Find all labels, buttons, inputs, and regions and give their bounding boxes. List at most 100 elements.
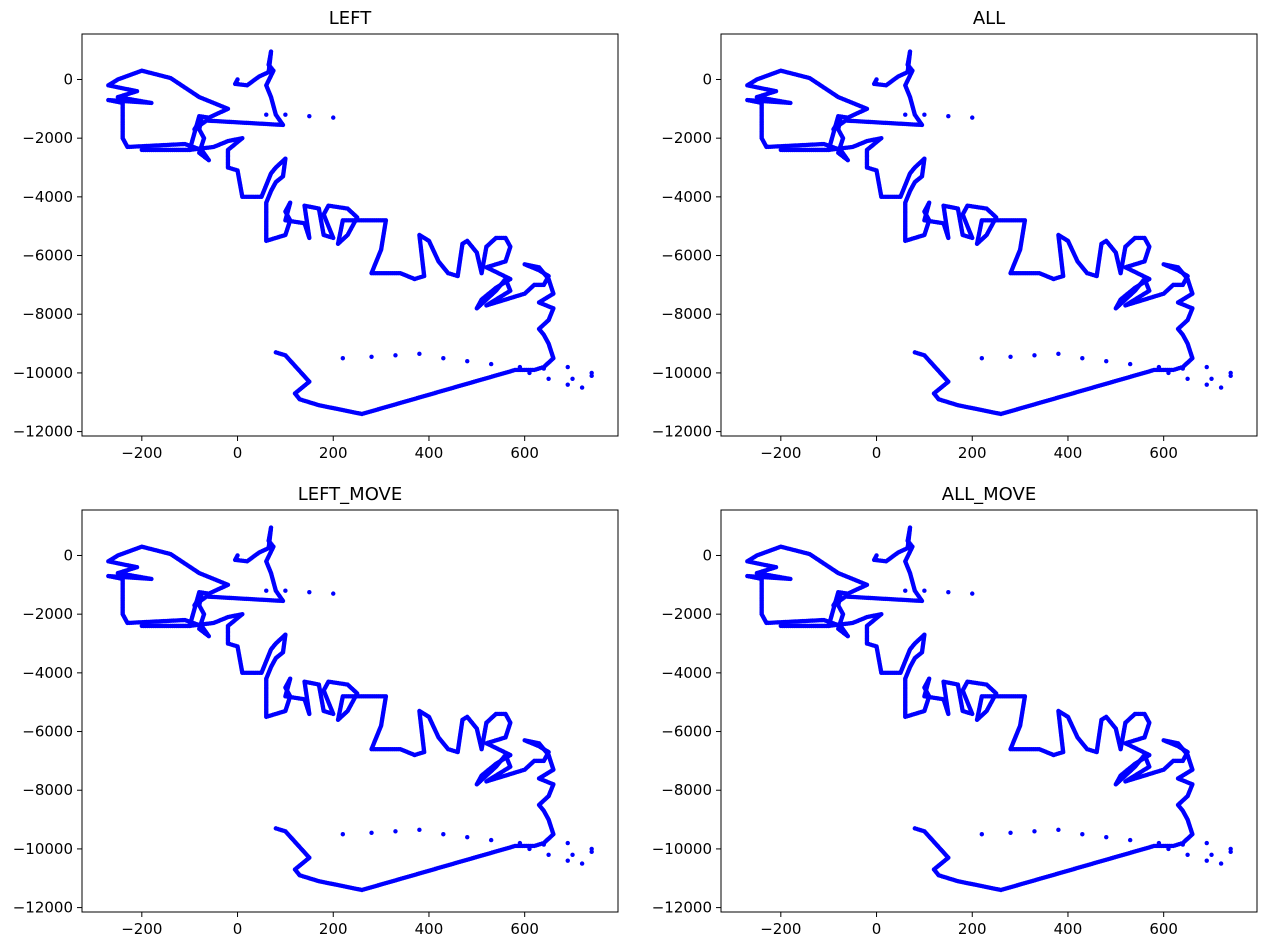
data-point — [546, 376, 551, 381]
y-tick-label: −8000 — [22, 305, 73, 323]
x-tick-label: 400 — [1054, 444, 1083, 462]
trace-points — [106, 49, 594, 417]
data-point — [565, 364, 570, 370]
data-point — [465, 834, 470, 840]
data-point — [565, 840, 570, 846]
axes-frame — [81, 509, 619, 913]
x-tick-label: −200 — [760, 444, 801, 462]
data-point — [570, 852, 575, 857]
y-tick-label: −2000 — [22, 129, 73, 147]
subplot-left-move: LEFT_MOVE −200 0 200 400 6000−2000−4000−6000… — [13, 484, 619, 938]
x-tick-label: 200 — [319, 444, 348, 462]
data-point — [1228, 373, 1233, 379]
data-point — [307, 113, 312, 119]
x-tick-label: 400 — [415, 444, 444, 462]
data-point — [546, 852, 551, 857]
data-point — [369, 354, 374, 359]
y-tick-label: −4000 — [22, 188, 73, 206]
y-tick-label: 0 — [702, 70, 712, 88]
subplot-title: ALL — [973, 8, 1005, 29]
x-tick-label: 0 — [233, 444, 243, 462]
data-point — [1032, 353, 1037, 358]
x-tick-label: 0 — [233, 920, 243, 938]
data-point — [1204, 382, 1209, 387]
axes-frame — [720, 33, 1258, 437]
subplot-all-move: ALL_MOVE −200 0 200 400 6000−2000−4000−6000−… — [652, 484, 1258, 938]
subplot-left: LEFT −200 0 200 400 6000−2000−4000−6000−8000… — [13, 8, 619, 462]
y-tick-label: −12000 — [13, 423, 73, 441]
data-point — [393, 353, 398, 358]
y-tick-label: −12000 — [652, 423, 712, 441]
data-point — [1166, 370, 1171, 376]
data-point — [340, 832, 346, 837]
data-point — [264, 588, 269, 593]
data-point — [273, 826, 279, 831]
data-point — [517, 364, 523, 370]
data-point — [283, 588, 288, 593]
data-point — [579, 385, 585, 390]
y-tick-label: −6000 — [22, 723, 73, 741]
y-tick-label: −6000 — [22, 247, 73, 265]
x-tick-label: 200 — [319, 920, 348, 938]
data-point — [979, 356, 985, 361]
data-point — [1204, 364, 1209, 370]
data-point — [393, 829, 398, 834]
x-tick-label: 200 — [958, 444, 987, 462]
data-point — [517, 840, 523, 846]
data-point — [565, 858, 570, 863]
data-point — [970, 115, 975, 120]
data-point — [1185, 376, 1190, 381]
y-tick-label: 0 — [63, 546, 73, 564]
data-point — [331, 591, 336, 596]
data-point — [264, 112, 269, 117]
data-point — [1008, 354, 1013, 359]
y-tick-label: −4000 — [22, 664, 73, 682]
data-point — [417, 351, 422, 357]
data-point — [1180, 366, 1186, 371]
data-point — [579, 861, 585, 866]
y-tick-label: −4000 — [661, 188, 712, 206]
x-tick-label: 400 — [415, 920, 444, 938]
x-tick-label: 600 — [510, 920, 539, 938]
data-point — [527, 846, 532, 852]
x-tick-label: 600 — [510, 444, 539, 462]
trace-points — [106, 525, 594, 893]
y-tick-label: −6000 — [661, 247, 712, 265]
data-point — [331, 115, 336, 120]
y-tick-label: −2000 — [661, 129, 712, 147]
y-tick-label: −8000 — [661, 305, 712, 323]
data-point — [465, 358, 470, 364]
data-point — [235, 81, 240, 87]
data-point — [903, 112, 908, 117]
data-point — [589, 849, 594, 855]
data-point — [369, 830, 374, 835]
x-tick-label: −200 — [121, 444, 162, 462]
data-point — [1104, 358, 1109, 364]
data-point — [1127, 361, 1133, 367]
data-point — [1156, 364, 1162, 370]
data-point — [283, 112, 288, 117]
data-point — [340, 356, 346, 361]
data-point — [527, 370, 532, 376]
axes-frame — [81, 33, 619, 437]
data-point — [488, 837, 494, 843]
y-tick-label: −2000 — [22, 605, 73, 623]
data-point — [922, 112, 927, 117]
data-point — [565, 382, 570, 387]
data-point — [912, 350, 918, 355]
data-point — [1218, 385, 1224, 390]
data-point — [441, 356, 446, 361]
y-tick-label: −10000 — [13, 364, 73, 382]
data-point — [417, 827, 422, 833]
trace-points — [745, 525, 1233, 893]
data-point — [1056, 351, 1061, 357]
y-tick-label: −12000 — [13, 899, 73, 917]
subplot-title: LEFT — [329, 8, 372, 29]
data-point — [488, 361, 494, 367]
data-point — [541, 366, 547, 371]
subplot-all: ALL −200 0 200 400 6000−2000−4000−6000−8000−… — [652, 8, 1258, 462]
data-point — [1080, 356, 1085, 361]
y-tick-label: 0 — [63, 70, 73, 88]
data-point — [307, 589, 312, 595]
